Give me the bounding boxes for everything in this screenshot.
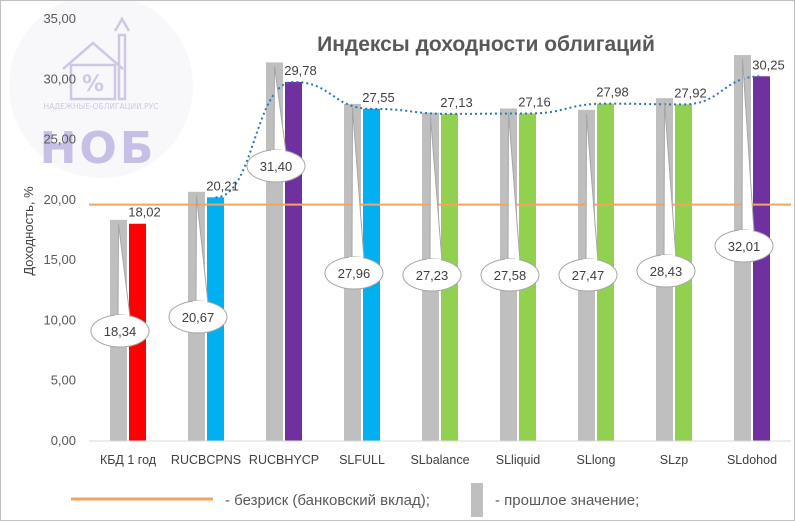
callout-joint	[505, 259, 519, 263]
trendline-group	[215, 75, 762, 199]
y-axis-label: Доходность, %	[21, 186, 36, 276]
previous-value-callout: 27,96	[324, 107, 384, 290]
watermark-acronym-text: НОБ	[40, 123, 157, 174]
watermark-percent-icon: %	[82, 72, 104, 97]
category-label: RUCBHYCP	[249, 453, 319, 467]
watermark-circle	[9, 1, 193, 178]
legend-previous-label: - прошлое значение;	[495, 492, 639, 509]
previous-value-callout: 27,23	[402, 116, 462, 292]
current-bar	[285, 81, 302, 441]
callout-joint	[583, 259, 597, 263]
category-labels: КБД 1 год RUCBCPNS RUCBHYCP SLFULL SLbalance…	[100, 453, 777, 467]
value-label: 27,13	[440, 95, 473, 110]
legend: - безриск (банковский вклад); - прошлое …	[71, 483, 639, 517]
callout-joint	[349, 257, 363, 261]
category-label: КБД 1 год	[100, 453, 157, 467]
legend-previous-marker	[471, 483, 483, 517]
previous-value-callout: 28,43	[636, 102, 696, 288]
value-label: 27,16	[518, 95, 551, 110]
callout-joint	[739, 230, 753, 234]
y-tick-label: 25,00	[43, 132, 76, 147]
value-label: 20,21	[206, 178, 239, 193]
previous-value-label: 28,43	[650, 264, 683, 279]
value-label: 30,25	[752, 57, 785, 72]
previous-value-label: 27,96	[338, 266, 371, 281]
y-tick-label: 0,00	[51, 433, 76, 448]
watermark-site-text: НАДЕЖНЫЕ-ОБЛИГАЦИИ.РУС	[44, 102, 159, 111]
callout-joint	[271, 150, 285, 154]
previous-value-label: 32,01	[728, 239, 761, 254]
watermark-logo: % НАДЕЖНЫЕ-ОБЛИГАЦИИ.РУС НОБ	[9, 1, 193, 178]
previous-value-callout: 27,47	[558, 113, 618, 292]
previous-value-label: 20,67	[182, 310, 215, 325]
value-label: 27,55	[362, 90, 395, 105]
legend-risk-free-label: - безриск (банковский вклад);	[225, 492, 430, 509]
category-label: SLzp	[660, 453, 689, 467]
value-label: 27,98	[596, 85, 629, 100]
y-tick-label: 15,00	[43, 252, 76, 267]
y-tick-label: 35,00	[43, 11, 76, 26]
value-label: 18,02	[128, 205, 161, 220]
category-label: SLFULL	[339, 453, 385, 467]
previous-value-callout: 27,58	[480, 112, 540, 292]
value-label: 27,92	[674, 85, 707, 100]
value-label: 29,78	[284, 63, 317, 78]
callout-joint	[115, 315, 129, 319]
previous-value-callouts: 18,34 20,67 31,40 27,96 27,23 27,58 27,47 28,43…	[90, 59, 774, 348]
previous-value-label: 18,34	[104, 324, 137, 339]
category-label: RUCBCPNS	[171, 453, 241, 467]
previous-value-callout: 18,34	[90, 223, 150, 348]
trendline	[215, 75, 762, 199]
y-tick-label: 5,00	[51, 373, 76, 388]
y-tick-label: 10,00	[43, 312, 76, 327]
previous-value-label: 27,23	[416, 268, 449, 283]
callout-joint	[427, 259, 441, 263]
callout-joint	[193, 301, 207, 305]
previous-value-label: 27,47	[572, 268, 605, 283]
category-label: SLdohod	[727, 453, 777, 467]
callout-joint	[661, 255, 675, 259]
house-percent-icon	[62, 16, 131, 101]
category-label: SLlong	[577, 453, 616, 467]
previous-value-label: 27,58	[494, 268, 527, 283]
y-tick-label: 30,00	[43, 71, 76, 86]
previous-value-label: 31,40	[260, 159, 293, 174]
current-value-labels: 18,02 20,21 29,78 27,55 27,13 27,16 27,98 27,92…	[128, 57, 785, 219]
previous-value-callout: 31,40	[246, 66, 306, 183]
previous-value-callout: 32,01	[714, 59, 774, 263]
y-tick-label: 20,00	[43, 192, 76, 207]
y-axis-ticks: 0,00 5,00 10,00 15,00 20,00 25,00 30,00 35,00	[43, 11, 76, 448]
previous-value-callout: 20,67	[168, 195, 228, 334]
chart-title: Индексы доходности облигаций	[317, 33, 655, 56]
category-label: SLbalance	[410, 453, 469, 467]
category-label: SLliquid	[496, 453, 541, 467]
